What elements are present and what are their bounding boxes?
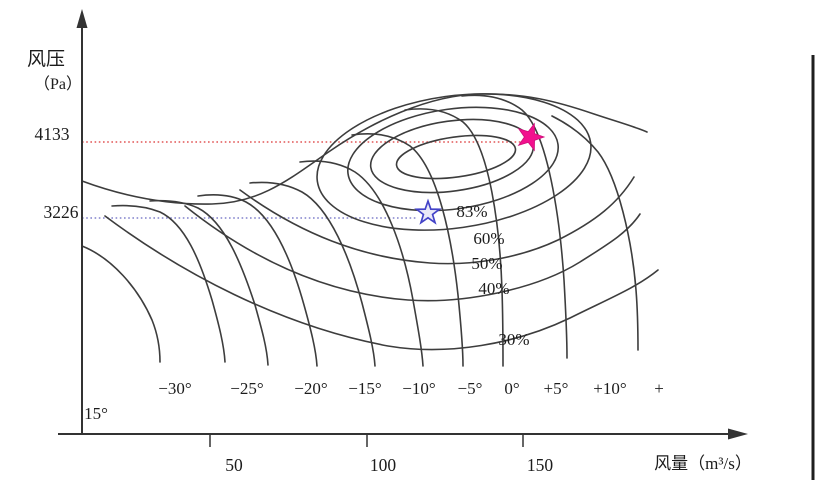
- y-tick-3226: 3226: [44, 202, 79, 222]
- x-tick-150: 150: [527, 455, 554, 475]
- y-axis-title-line1: 风压: [27, 49, 65, 70]
- efficiency-contour-50pct: [239, 176, 635, 265]
- curves-group: [81, 93, 659, 367]
- fan-curve-plus10deg: [461, 94, 568, 359]
- efficiency-label-40: 40%: [478, 279, 509, 298]
- y-tick-4133: 4133: [35, 124, 70, 144]
- efficiency-ellipse-inner: [395, 134, 517, 180]
- angle-label-plus10: +10°: [593, 379, 626, 398]
- angle-label-minus15: −15°: [348, 379, 381, 398]
- fan-curve-minus5deg: [299, 160, 424, 367]
- efficiency-ellipse-60pct: [316, 93, 592, 231]
- efficiency-contour-30pct: [104, 215, 659, 351]
- fan-curve-plus5deg: [404, 108, 504, 367]
- fan-curve-minus25deg: [111, 204, 226, 363]
- fan-curve-minus15deg: [197, 194, 318, 367]
- fan-curve-plus15deg: [551, 115, 639, 351]
- angle-label-0: 0°: [504, 379, 519, 398]
- angle-label-minus25: −25°: [230, 379, 263, 398]
- y-axis-arrow-icon: [76, 9, 88, 28]
- envelope-curve: [81, 93, 648, 205]
- fan-curve-minus20deg: [149, 199, 269, 366]
- efficiency-label-30: 30%: [498, 330, 529, 349]
- operating-point-star-icon: [414, 198, 442, 225]
- efficiency-label-50: 50%: [471, 254, 502, 273]
- angle-label-plus15-wrapped: 15°: [84, 404, 108, 423]
- axes-group: [58, 26, 731, 447]
- fan-curve-minus10deg: [249, 181, 376, 367]
- efficiency-contour-40pct: [184, 205, 641, 302]
- angle-label-plus15-sign: +: [654, 379, 664, 398]
- design-point-star-icon: [517, 122, 546, 152]
- x-axis-arrow-icon: [728, 428, 748, 440]
- angle-label-minus30: −30°: [158, 379, 191, 398]
- efficiency-ellipse-83pct: [347, 106, 559, 212]
- x-axis-title: 风量（m³/s）: [654, 454, 752, 473]
- fan-curve-0deg: [351, 133, 464, 367]
- efficiency-label-60: 60%: [473, 229, 504, 248]
- x-tick-100: 100: [370, 455, 397, 475]
- angle-label-minus5: −5°: [458, 379, 483, 398]
- angle-label-plus5: +5°: [544, 379, 569, 398]
- y-axis-title-line2: （Pa）: [34, 75, 82, 93]
- efficiency-label-83: 83%: [456, 202, 487, 221]
- angle-label-minus10: −10°: [402, 379, 435, 398]
- x-tick-50: 50: [225, 455, 243, 475]
- fan-curve-minus30deg: [81, 245, 161, 363]
- angle-label-minus20: −20°: [294, 379, 327, 398]
